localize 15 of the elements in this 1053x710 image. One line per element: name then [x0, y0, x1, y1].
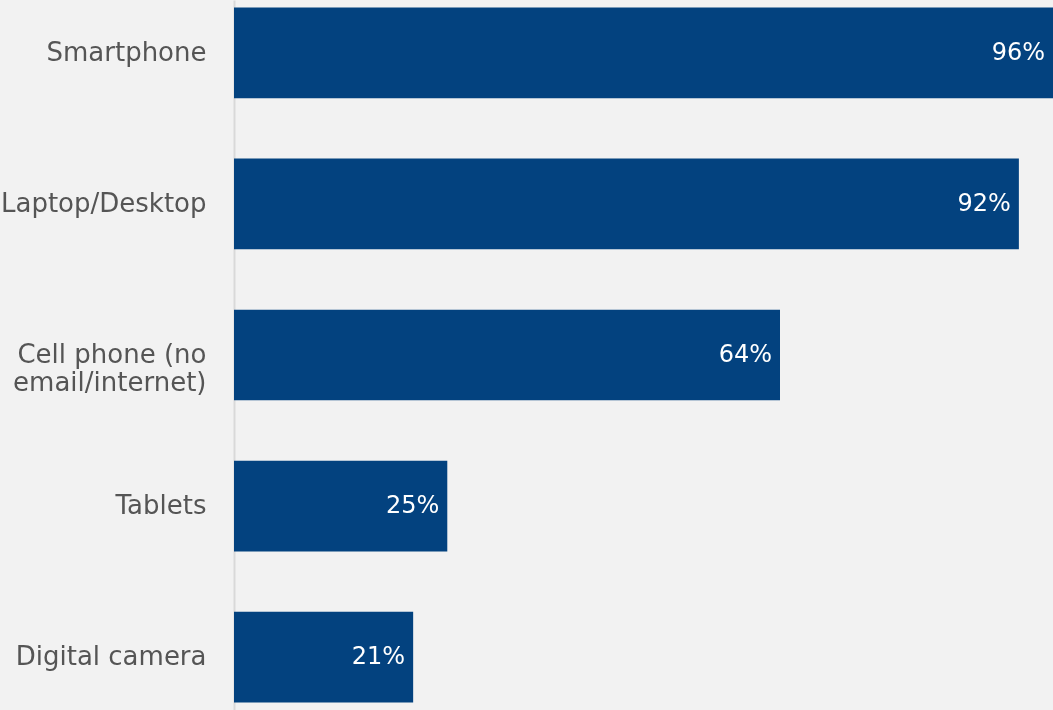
y-tick-label: Laptop/Desktop: [0, 187, 207, 218]
data-label: 92%: [957, 188, 1011, 217]
bar: [234, 158, 1019, 250]
y-tick-label: Digital camera: [15, 641, 207, 672]
y-tick-label: Smartphone: [46, 36, 207, 67]
y-tick-label: Tablets: [114, 490, 207, 521]
y-tick-label: Cell phone (no email/internet): [13, 339, 207, 397]
data-label: 25%: [385, 491, 440, 520]
bar: [234, 611, 414, 703]
bar: [234, 7, 1053, 99]
data-label: 96%: [991, 37, 1045, 66]
bar: [234, 460, 448, 552]
bar: [234, 309, 780, 401]
data-label: 64%: [718, 340, 772, 368]
data-label: 21%: [351, 642, 406, 671]
